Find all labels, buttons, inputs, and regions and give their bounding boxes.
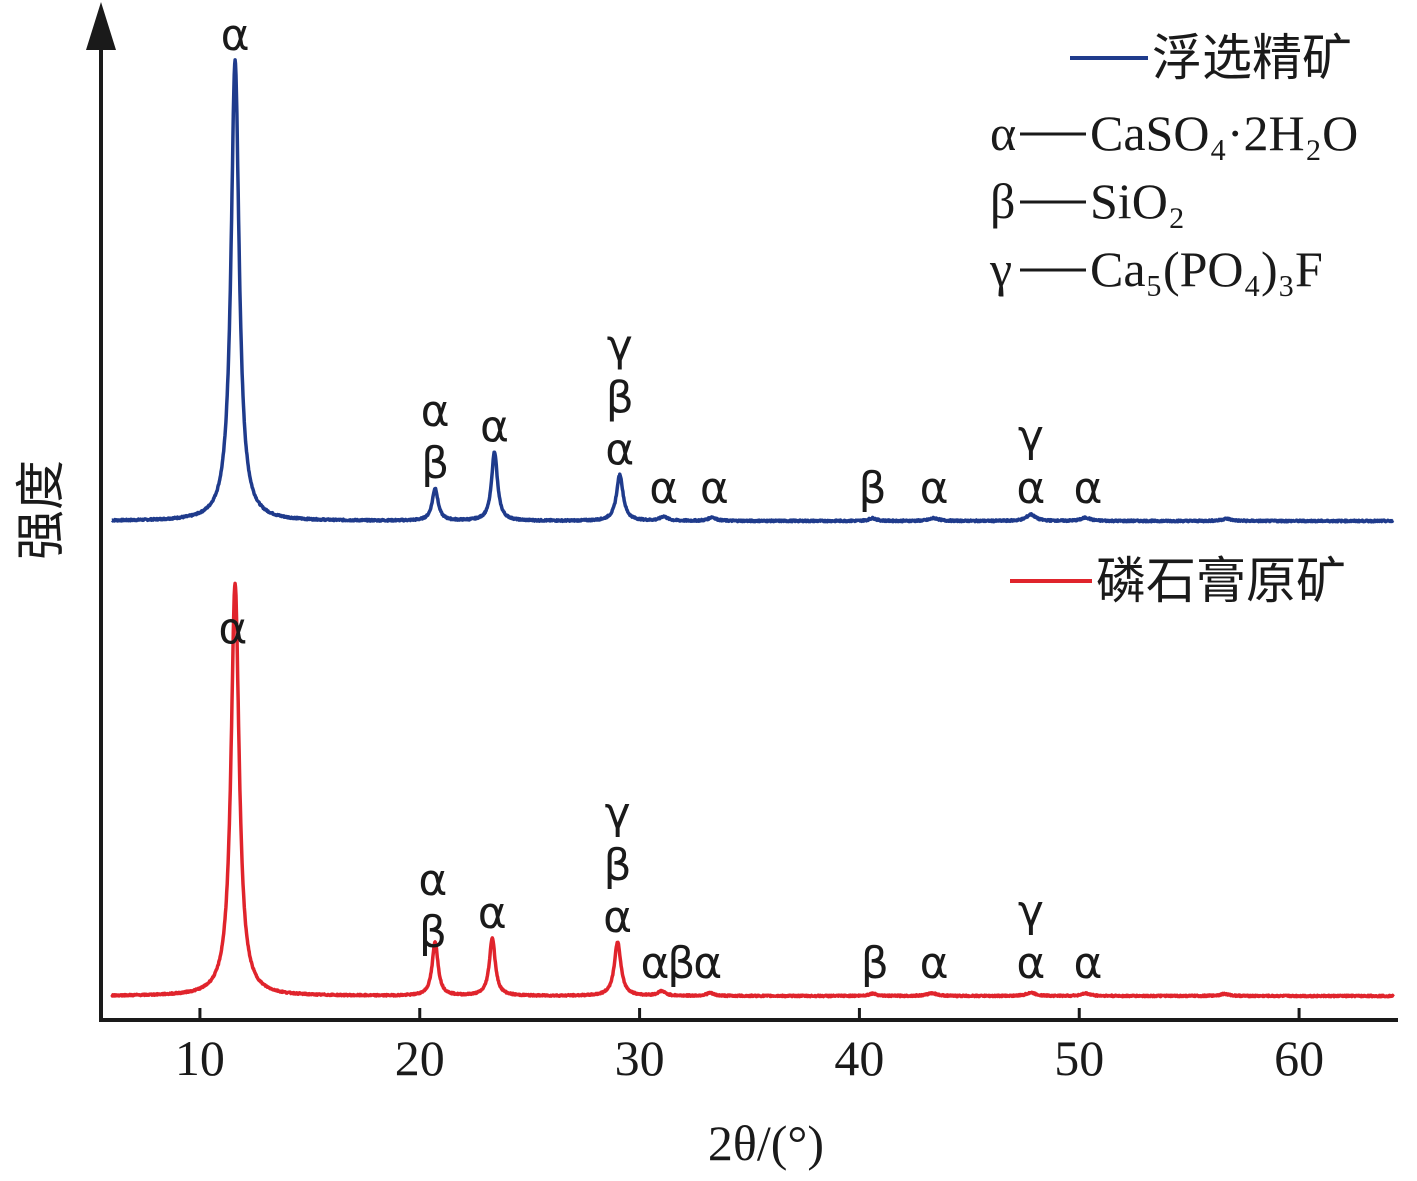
phase-key-gamma-symbol: γ xyxy=(989,241,1012,297)
x-tick-label: 40 xyxy=(834,1030,884,1086)
legend-raw-label: 磷石膏原矿 xyxy=(1096,552,1346,610)
x-tick-label: 60 xyxy=(1274,1030,1324,1086)
peak-label: α xyxy=(421,386,450,437)
peak-label: α xyxy=(480,402,509,453)
axes xyxy=(86,2,1398,1022)
legend-raw: 磷石膏原矿 xyxy=(1010,552,1346,610)
peak-label: β xyxy=(606,373,634,424)
y-axis-arrow-icon xyxy=(86,2,116,50)
peak-label: α xyxy=(700,463,729,514)
peak-label: α xyxy=(1016,463,1045,514)
peak-label: α xyxy=(418,855,447,906)
peak-label: α xyxy=(1074,463,1103,514)
peak-label: α xyxy=(478,888,507,939)
peak-label: α xyxy=(1074,938,1103,989)
peak-label: α xyxy=(920,463,949,514)
series-line-flotation xyxy=(110,58,1395,524)
peak-label: α xyxy=(1016,938,1045,989)
phase-key-beta: β SiO₂ xyxy=(990,173,1185,229)
peak-label: α xyxy=(649,463,678,514)
phase-key-beta-symbol: β xyxy=(990,173,1015,229)
peak-label: β xyxy=(859,463,887,514)
phase-key-alpha: α CaSO₄·2H₂O xyxy=(990,105,1358,161)
phase-key-beta-formula: SiO₂ xyxy=(1090,173,1185,229)
plot-area xyxy=(110,58,1395,999)
phase-key-alpha-formula: CaSO₄·2H₂O xyxy=(1090,105,1358,161)
legend-flotation: 浮选精矿 xyxy=(1070,29,1352,87)
peak-label: α xyxy=(693,938,722,989)
peak-label: γ xyxy=(1018,886,1044,937)
peak-label: γ xyxy=(605,788,631,839)
peak-label: γ xyxy=(607,321,633,372)
peak-label: α xyxy=(640,938,669,989)
x-tick-label: 20 xyxy=(395,1030,445,1086)
y-axis-title: 强度 xyxy=(13,460,69,560)
peak-label: γ xyxy=(1018,411,1044,462)
phase-key: α CaSO₄·2H₂O β SiO₂ γ Ca₅(PO₄)₃F xyxy=(989,105,1358,297)
peak-label: β xyxy=(861,938,889,989)
phase-key-gamma: γ Ca₅(PO₄)₃F xyxy=(989,241,1323,297)
legend-flotation-label: 浮选精矿 xyxy=(1152,29,1352,87)
peak-label: α xyxy=(920,938,949,989)
x-tick-label: 50 xyxy=(1054,1030,1104,1086)
peak-label: β xyxy=(667,938,695,989)
peak-label: α xyxy=(221,10,250,61)
x-ticks: 10 20 30 40 50 60 xyxy=(175,1008,1324,1086)
peak-label: α xyxy=(603,892,632,943)
peak-label: β xyxy=(421,438,449,489)
x-tick-label: 30 xyxy=(615,1030,665,1086)
phase-key-gamma-formula: Ca₅(PO₄)₃F xyxy=(1090,241,1323,297)
series-line-raw xyxy=(110,581,1395,999)
phase-key-alpha-symbol: α xyxy=(990,105,1016,161)
peak-label: β xyxy=(604,840,632,891)
x-tick-label: 10 xyxy=(175,1030,225,1086)
peak-label: α xyxy=(605,425,634,476)
peak-label: α xyxy=(218,604,247,655)
peak-label: β xyxy=(419,907,447,958)
x-axis-title: 2θ/(°) xyxy=(708,1115,824,1171)
